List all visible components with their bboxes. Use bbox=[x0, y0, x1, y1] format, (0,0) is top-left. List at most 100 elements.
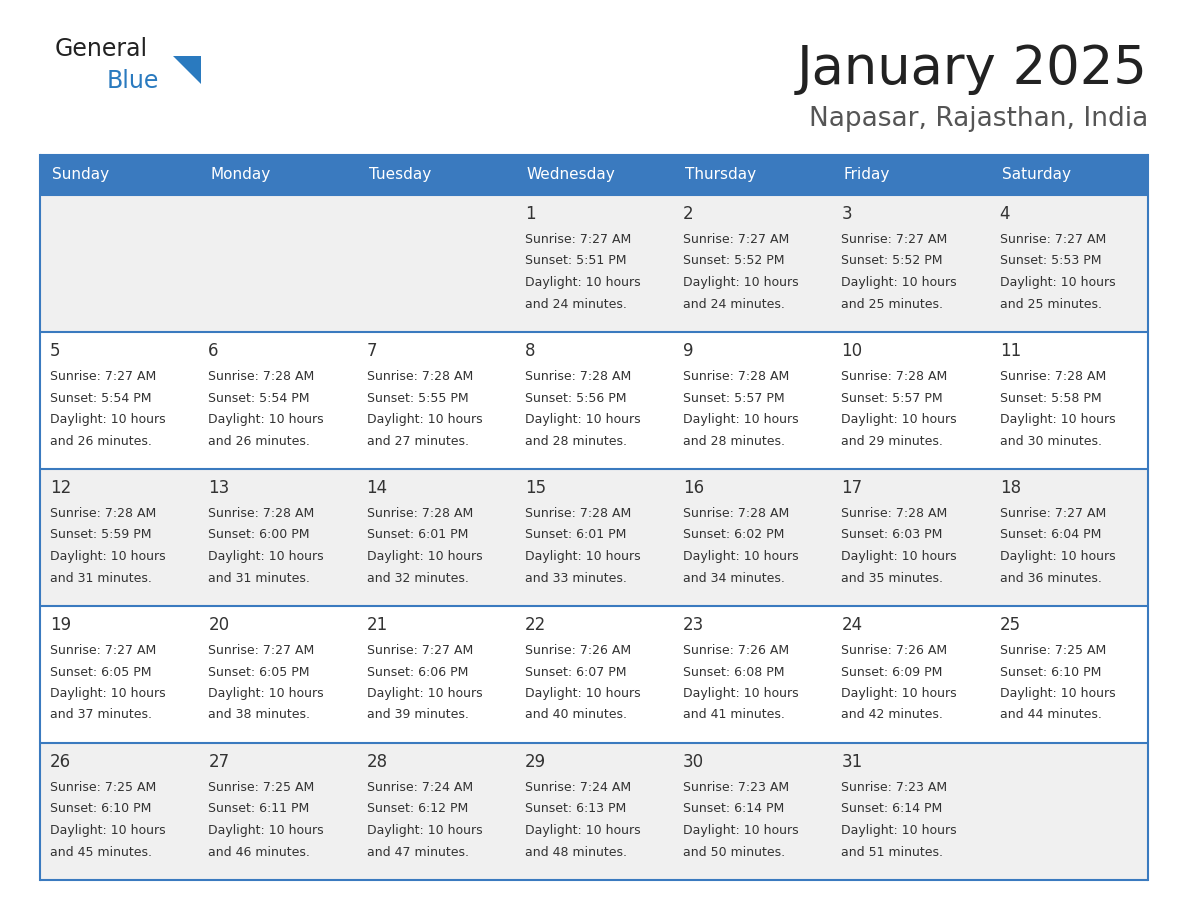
Text: Sunset: 6:05 PM: Sunset: 6:05 PM bbox=[208, 666, 310, 678]
Text: 17: 17 bbox=[841, 479, 862, 497]
Text: and 34 minutes.: and 34 minutes. bbox=[683, 572, 785, 585]
Text: Daylight: 10 hours: Daylight: 10 hours bbox=[841, 687, 958, 700]
Text: Daylight: 10 hours: Daylight: 10 hours bbox=[367, 687, 482, 700]
Bar bbox=[40, 155, 198, 195]
Text: Sunrise: 7:28 AM: Sunrise: 7:28 AM bbox=[525, 507, 631, 520]
Text: January 2025: January 2025 bbox=[797, 43, 1148, 95]
Text: Sunrise: 7:23 AM: Sunrise: 7:23 AM bbox=[683, 781, 789, 794]
Text: and 44 minutes.: and 44 minutes. bbox=[1000, 709, 1101, 722]
Text: Sunset: 5:52 PM: Sunset: 5:52 PM bbox=[841, 254, 943, 267]
Text: and 46 minutes.: and 46 minutes. bbox=[208, 845, 310, 858]
Text: 3: 3 bbox=[841, 205, 852, 223]
Text: 22: 22 bbox=[525, 616, 546, 634]
Text: Daylight: 10 hours: Daylight: 10 hours bbox=[525, 413, 640, 426]
Text: Sunset: 5:58 PM: Sunset: 5:58 PM bbox=[1000, 391, 1101, 405]
Text: and 26 minutes.: and 26 minutes. bbox=[50, 434, 152, 447]
Text: 2: 2 bbox=[683, 205, 694, 223]
Text: Daylight: 10 hours: Daylight: 10 hours bbox=[525, 550, 640, 563]
Bar bbox=[40, 332, 1148, 469]
Text: Daylight: 10 hours: Daylight: 10 hours bbox=[841, 276, 958, 289]
Text: Sunrise: 7:27 AM: Sunrise: 7:27 AM bbox=[841, 233, 948, 246]
Text: Sunset: 6:05 PM: Sunset: 6:05 PM bbox=[50, 666, 152, 678]
Bar bbox=[514, 155, 674, 195]
Text: and 41 minutes.: and 41 minutes. bbox=[683, 709, 785, 722]
Text: Sunset: 6:01 PM: Sunset: 6:01 PM bbox=[525, 529, 626, 542]
Text: Sunset: 6:08 PM: Sunset: 6:08 PM bbox=[683, 666, 784, 678]
Text: 31: 31 bbox=[841, 753, 862, 771]
Text: and 27 minutes.: and 27 minutes. bbox=[367, 434, 468, 447]
Text: Sunrise: 7:24 AM: Sunrise: 7:24 AM bbox=[525, 781, 631, 794]
Text: Sunrise: 7:26 AM: Sunrise: 7:26 AM bbox=[525, 644, 631, 657]
Text: Saturday: Saturday bbox=[1001, 167, 1070, 183]
Text: and 32 minutes.: and 32 minutes. bbox=[367, 572, 468, 585]
Text: Sunrise: 7:26 AM: Sunrise: 7:26 AM bbox=[841, 644, 948, 657]
Text: Daylight: 10 hours: Daylight: 10 hours bbox=[1000, 687, 1116, 700]
Text: Sunrise: 7:28 AM: Sunrise: 7:28 AM bbox=[1000, 370, 1106, 383]
Text: Daylight: 10 hours: Daylight: 10 hours bbox=[841, 550, 958, 563]
Text: and 26 minutes.: and 26 minutes. bbox=[208, 434, 310, 447]
Text: Daylight: 10 hours: Daylight: 10 hours bbox=[841, 413, 958, 426]
Text: Sunset: 6:04 PM: Sunset: 6:04 PM bbox=[1000, 529, 1101, 542]
Text: Daylight: 10 hours: Daylight: 10 hours bbox=[208, 413, 324, 426]
Text: and 30 minutes.: and 30 minutes. bbox=[1000, 434, 1101, 447]
Text: 26: 26 bbox=[50, 753, 71, 771]
Text: Tuesday: Tuesday bbox=[368, 167, 431, 183]
Text: Sunset: 6:14 PM: Sunset: 6:14 PM bbox=[841, 802, 943, 815]
Text: 8: 8 bbox=[525, 342, 536, 360]
Text: and 25 minutes.: and 25 minutes. bbox=[841, 297, 943, 310]
Text: Daylight: 10 hours: Daylight: 10 hours bbox=[683, 687, 798, 700]
Text: and 40 minutes.: and 40 minutes. bbox=[525, 709, 627, 722]
Text: 19: 19 bbox=[50, 616, 71, 634]
Text: Sunrise: 7:27 AM: Sunrise: 7:27 AM bbox=[1000, 233, 1106, 246]
Text: and 24 minutes.: and 24 minutes. bbox=[525, 297, 627, 310]
Bar bbox=[40, 469, 1148, 606]
Text: Sunset: 5:54 PM: Sunset: 5:54 PM bbox=[208, 391, 310, 405]
Text: Sunrise: 7:27 AM: Sunrise: 7:27 AM bbox=[367, 644, 473, 657]
Text: Sunrise: 7:28 AM: Sunrise: 7:28 AM bbox=[208, 370, 315, 383]
Text: Sunset: 5:51 PM: Sunset: 5:51 PM bbox=[525, 254, 626, 267]
Text: and 31 minutes.: and 31 minutes. bbox=[50, 572, 152, 585]
Text: 21: 21 bbox=[367, 616, 387, 634]
Text: General: General bbox=[55, 37, 148, 61]
Text: Monday: Monday bbox=[210, 167, 271, 183]
Text: 28: 28 bbox=[367, 753, 387, 771]
Text: Sunset: 5:56 PM: Sunset: 5:56 PM bbox=[525, 391, 626, 405]
Text: Daylight: 10 hours: Daylight: 10 hours bbox=[208, 687, 324, 700]
Text: and 47 minutes.: and 47 minutes. bbox=[367, 845, 468, 858]
Text: 13: 13 bbox=[208, 479, 229, 497]
Text: Sunrise: 7:28 AM: Sunrise: 7:28 AM bbox=[683, 507, 789, 520]
Text: Sunday: Sunday bbox=[52, 167, 109, 183]
Bar bbox=[990, 155, 1148, 195]
Text: Sunrise: 7:23 AM: Sunrise: 7:23 AM bbox=[841, 781, 948, 794]
Text: Daylight: 10 hours: Daylight: 10 hours bbox=[50, 687, 165, 700]
Text: Sunrise: 7:25 AM: Sunrise: 7:25 AM bbox=[50, 781, 157, 794]
Text: Daylight: 10 hours: Daylight: 10 hours bbox=[1000, 550, 1116, 563]
Text: Sunrise: 7:28 AM: Sunrise: 7:28 AM bbox=[683, 370, 789, 383]
Text: Sunrise: 7:28 AM: Sunrise: 7:28 AM bbox=[367, 507, 473, 520]
Text: and 35 minutes.: and 35 minutes. bbox=[841, 572, 943, 585]
Text: 1: 1 bbox=[525, 205, 536, 223]
Text: and 37 minutes.: and 37 minutes. bbox=[50, 709, 152, 722]
Text: Daylight: 10 hours: Daylight: 10 hours bbox=[208, 824, 324, 837]
Text: Sunrise: 7:27 AM: Sunrise: 7:27 AM bbox=[525, 233, 631, 246]
Text: 9: 9 bbox=[683, 342, 694, 360]
Text: 29: 29 bbox=[525, 753, 546, 771]
Text: and 39 minutes.: and 39 minutes. bbox=[367, 709, 468, 722]
Text: Thursday: Thursday bbox=[685, 167, 757, 183]
Text: 5: 5 bbox=[50, 342, 61, 360]
Text: Sunset: 6:07 PM: Sunset: 6:07 PM bbox=[525, 666, 626, 678]
Text: Sunrise: 7:27 AM: Sunrise: 7:27 AM bbox=[50, 370, 157, 383]
Text: Sunrise: 7:28 AM: Sunrise: 7:28 AM bbox=[367, 370, 473, 383]
Text: 10: 10 bbox=[841, 342, 862, 360]
Text: 14: 14 bbox=[367, 479, 387, 497]
Text: Sunset: 6:03 PM: Sunset: 6:03 PM bbox=[841, 529, 943, 542]
Text: Sunset: 6:12 PM: Sunset: 6:12 PM bbox=[367, 802, 468, 815]
Text: Sunrise: 7:28 AM: Sunrise: 7:28 AM bbox=[841, 370, 948, 383]
Text: and 25 minutes.: and 25 minutes. bbox=[1000, 297, 1101, 310]
Text: Sunrise: 7:25 AM: Sunrise: 7:25 AM bbox=[208, 781, 315, 794]
Text: 15: 15 bbox=[525, 479, 546, 497]
Text: Napasar, Rajasthan, India: Napasar, Rajasthan, India bbox=[809, 106, 1148, 132]
Text: Sunset: 6:10 PM: Sunset: 6:10 PM bbox=[1000, 666, 1101, 678]
Text: Daylight: 10 hours: Daylight: 10 hours bbox=[50, 550, 165, 563]
Bar bbox=[40, 743, 1148, 880]
